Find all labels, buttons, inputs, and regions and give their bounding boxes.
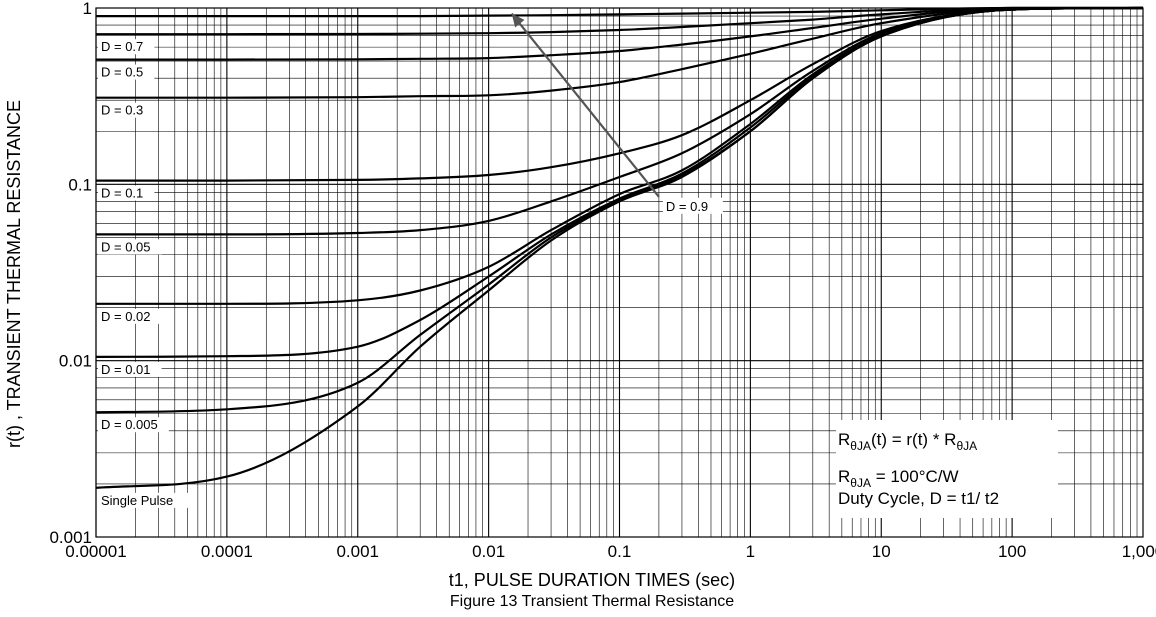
series-label: D = 0.005 bbox=[101, 417, 158, 432]
series-label-bg bbox=[98, 64, 155, 80]
series-label: D = 0.3 bbox=[101, 103, 143, 118]
x-tick-label: 0.01 bbox=[472, 542, 505, 561]
series-label: D = 0.7 bbox=[101, 39, 143, 54]
x-tick-label: 0.00001 bbox=[65, 542, 126, 561]
x-tick-label: 0.0001 bbox=[201, 542, 253, 561]
series-label-bg bbox=[98, 417, 169, 433]
series-label-bg bbox=[98, 492, 191, 508]
y-axis-label: r(t) , TRANSIENT THERMAL RESISTANCE bbox=[4, 100, 24, 448]
series-label: D = 0.02 bbox=[101, 309, 151, 324]
x-tick-label: 10 bbox=[872, 542, 891, 561]
annotation-group: D = 0.9 bbox=[510, 12, 723, 214]
formula-line-2: RθJA = 100°C/W bbox=[838, 467, 959, 490]
series-label: Single Pulse bbox=[101, 493, 173, 508]
plot-frame bbox=[95, 7, 1144, 538]
series-line bbox=[96, 6, 1143, 18]
x-axis-label: t1, PULSE DURATION TIMES (sec) bbox=[449, 570, 735, 590]
formula-line-1: RθJA(t) = r(t) * RθJA bbox=[838, 430, 977, 453]
y-tick-label: 1 bbox=[83, 0, 92, 18]
annotation-label: D = 0.9 bbox=[666, 199, 708, 214]
x-tick-labels: 0.00001 0.0001 0.001 0.01 0.1 1 10 100 1,000 bbox=[65, 542, 1156, 561]
x-tick-label: 0.001 bbox=[336, 542, 379, 561]
annotation-arrowhead bbox=[511, 13, 525, 28]
series-line bbox=[95, 6, 1144, 489]
series-lines bbox=[95, 6, 1144, 489]
formula-box-bg bbox=[836, 420, 1058, 518]
series-label-bg bbox=[98, 39, 155, 55]
series-label-bg bbox=[98, 102, 155, 118]
x-tick-label: 0.1 bbox=[608, 542, 632, 561]
series-label: D = 0.05 bbox=[101, 239, 151, 254]
x-tick-label: 100 bbox=[998, 542, 1026, 561]
y-tick-label: 0.001 bbox=[49, 528, 92, 547]
series-label: D = 0.5 bbox=[101, 65, 143, 80]
series-line bbox=[96, 6, 1143, 61]
y-tick-label: 0.01 bbox=[59, 352, 92, 371]
series-label-bg bbox=[98, 239, 162, 255]
y-tick-label: 0.1 bbox=[68, 175, 92, 194]
series-label-bg bbox=[98, 185, 155, 201]
chart-title: Figure 13 Transient Thermal Resistance bbox=[450, 593, 734, 610]
x-tick-label: 1,000 bbox=[1122, 542, 1156, 561]
y-tick-labels: 0.001 0.01 0.1 1 bbox=[49, 0, 92, 547]
series-label-bg bbox=[98, 361, 162, 377]
series-line bbox=[96, 6, 1143, 36]
annotation-arrow bbox=[510, 12, 660, 198]
formula-box: RθJA(t) = r(t) * RθJA RθJA = 100°C/W Dut… bbox=[836, 420, 1058, 518]
series-label: D = 0.1 bbox=[101, 186, 143, 201]
series-line bbox=[96, 6, 1144, 99]
formula-line-3: Duty Cycle, D = t1/ t2 bbox=[838, 489, 999, 508]
series-label-bg bbox=[98, 308, 162, 324]
grid-lines bbox=[95, 7, 1144, 538]
x-tick-label: 1 bbox=[746, 542, 755, 561]
series-labels: D = 0.7 D = 0.5 D = 0.3 D = 0.1 D = 0.05 D = … bbox=[98, 39, 191, 508]
annotation-label-bg bbox=[662, 197, 723, 214]
series-label: D = 0.01 bbox=[101, 362, 151, 377]
series-line bbox=[95, 6, 1144, 236]
